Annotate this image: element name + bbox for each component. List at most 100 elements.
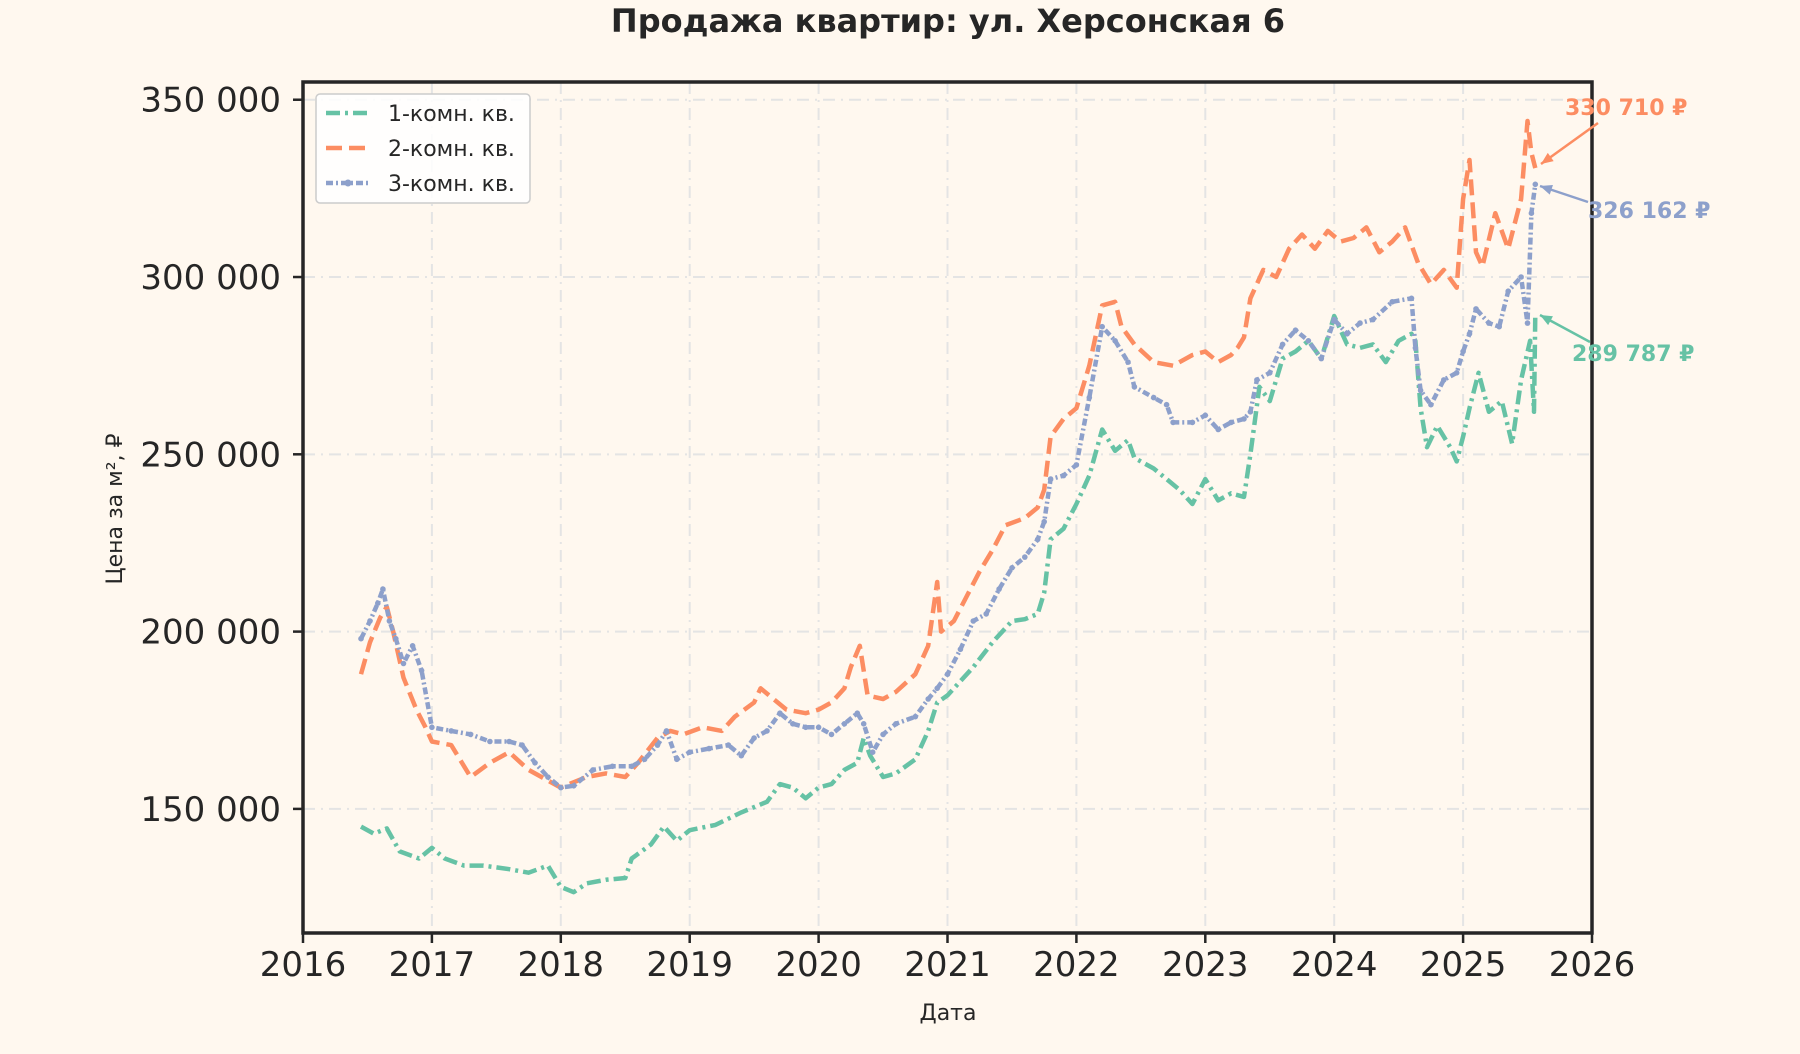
series-point [1532,181,1539,188]
series-point [1505,288,1511,295]
legend-marker [344,179,352,187]
series-point [1170,419,1176,426]
series-point [467,731,474,738]
series-point [1073,462,1080,468]
series-point [706,745,712,752]
series-1 [359,313,1538,895]
series-point [1060,472,1067,479]
series-point [1460,348,1466,355]
series-point [1279,341,1286,348]
annotation-2: 326 162 ₽ [1539,184,1710,224]
series-point [1267,370,1273,376]
series-point [609,763,616,770]
series-point [925,696,931,702]
series-point [386,618,393,624]
series-point [1228,419,1234,426]
x-tick-label: 2024 [1291,945,1378,985]
series-point [1022,554,1028,560]
series-point [1408,295,1415,302]
series-point [1473,306,1479,312]
series-point [1496,323,1502,330]
x-tick-label: 2021 [904,945,991,985]
annotation-arrowhead [1541,152,1554,164]
annotation-label: 289 787 ₽ [1572,342,1694,367]
legend-box [315,93,531,204]
series-point [815,724,822,731]
y-tick-label: 250 000 [140,435,281,475]
series-point [880,731,886,738]
annotation-label: 326 162 ₽ [1588,199,1710,224]
series-point [367,618,373,624]
plot-frame [301,80,1594,935]
legend-item-3: 3-комн. кв. [326,172,515,197]
series-point [1344,331,1350,337]
annotation-arrowhead [1540,184,1553,195]
legend-item-2: 2-комн. кв. [326,137,515,162]
series-layer [358,118,1539,895]
series-point [1518,274,1524,280]
series-point [1247,409,1254,415]
series-point [790,721,796,727]
series-point [393,635,399,642]
axes: 2016 2017 2018 2019 2020 2021 2022 2023 2024 2025… [140,80,1635,985]
series-point [1370,316,1376,323]
series-3 [358,181,1539,791]
grid [302,82,1593,933]
series-point [1241,416,1247,422]
series-point [1047,476,1054,482]
series-point [487,738,493,745]
series-point [418,667,425,674]
y-tick-label: 200 000 [140,613,281,653]
series-point [802,724,809,731]
series-point [1357,320,1363,326]
x-tick-label: 2022 [1033,945,1120,985]
series-point [558,784,564,791]
series-point [869,749,876,755]
series-point [1417,387,1424,394]
series-point [641,756,648,763]
series-point [1163,401,1170,408]
series-point [725,742,732,748]
series-point [1189,419,1196,426]
series-point [1099,323,1105,330]
series-point [1389,299,1395,305]
x-tick-label: 2023 [1162,945,1249,985]
series-point [893,721,899,727]
series-point [1441,377,1447,383]
series-point [1305,338,1312,344]
series-point [1112,338,1118,344]
legend-label: 1-комн. кв. [388,102,515,127]
annotation-3: 289 787 ₽ [1539,313,1694,367]
series-point [1318,355,1325,362]
legend-label: 2-комн. кв. [388,137,515,162]
series-point [957,646,964,653]
series-point [983,611,989,617]
x-tick-label: 2017 [389,945,476,985]
series-point [628,763,635,770]
annotation-label: 330 710 ₽ [1565,96,1687,121]
series-point [570,783,577,789]
series-point [1412,345,1419,351]
series-point [674,756,680,763]
series-point [944,671,951,677]
y-tick-label: 150 000 [140,790,281,830]
legend-item-1: 1-комн. кв. [326,102,515,127]
series-point [764,728,770,734]
series-point [1125,359,1131,365]
x-axis-label: Дата [920,1001,977,1026]
y-axis-label: Цена за м², ₽ [103,433,128,584]
series-point [777,710,783,716]
series-point [841,721,848,727]
series-point [1331,316,1337,323]
series-point [375,600,381,606]
series-point [1150,394,1157,401]
y-tick-label: 350 000 [140,81,281,121]
series-point [409,643,416,649]
series-point [380,586,386,592]
series-point [358,635,364,642]
series-point [1528,210,1535,216]
x-tick-label: 2019 [646,945,733,985]
annotations: 330 710 ₽ 326 162 ₽ 289 787 ₽ [1539,96,1710,367]
